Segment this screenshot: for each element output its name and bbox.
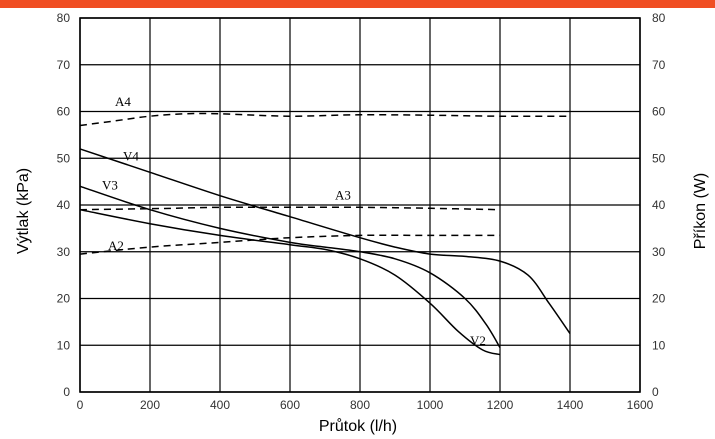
x-tick-label: 200 — [140, 398, 160, 412]
curve-v4 — [79, 148, 571, 335]
y2-tick-label: 20 — [652, 292, 666, 306]
curve-label-a3: A3 — [335, 187, 351, 202]
curve-a3 — [79, 206, 501, 211]
y2-axis-title: Příkon (W) — [692, 173, 709, 249]
y-tick-label: 60 — [57, 105, 71, 119]
curves — [79, 112, 571, 356]
x-axis-title: Průtok (l/h) — [319, 417, 397, 435]
x-tick-label: 0 — [77, 398, 84, 412]
x-tick-label: 800 — [350, 398, 370, 412]
y-tick-label: 10 — [57, 338, 71, 352]
y-tick-label: 70 — [57, 58, 71, 72]
y2-tick-label: 60 — [652, 105, 666, 119]
x-tick-label: 400 — [210, 398, 230, 412]
y-tick-label: 0 — [63, 385, 70, 399]
y-tick-label: 50 — [57, 151, 71, 165]
y2-tick-label: 70 — [652, 58, 666, 72]
y-tick-label: 20 — [57, 292, 71, 306]
y2-tick-label: 10 — [652, 338, 666, 352]
x-tick-label: 600 — [280, 398, 300, 412]
curve-v2 — [79, 208, 501, 356]
x-tick-label: 1000 — [417, 398, 444, 412]
curve-label-a4: A4 — [115, 94, 131, 109]
grid-lines — [79, 17, 641, 393]
y2-tick-label: 30 — [652, 245, 666, 259]
y2-tick-label: 80 — [652, 11, 666, 25]
curve-label-v2: V2 — [470, 333, 486, 348]
x-tick-label: 1600 — [627, 398, 654, 412]
x-tick-label: 1400 — [557, 398, 584, 412]
curve-label-a2: A2 — [108, 238, 124, 253]
curve-label-v3: V3 — [102, 177, 118, 192]
y2-tick-label: 40 — [652, 198, 666, 212]
curve-label-v4: V4 — [123, 148, 139, 163]
y2-tick-label: 50 — [652, 151, 666, 165]
x-tick-label: 1200 — [487, 398, 514, 412]
curve-a4 — [79, 112, 571, 127]
y-axis-title: Výtlak (kPa) — [15, 168, 32, 254]
plot-frame — [79, 17, 641, 393]
tick-labels: 0 200 400 600 800 1000 1200 1400 160001020304050… — [57, 11, 666, 412]
curve-v3 — [79, 185, 501, 348]
curve-labels: A4 V4 V3 A3 A2 V2 — [102, 94, 486, 348]
y-tick-label: 40 — [57, 198, 71, 212]
y-tick-label: 30 — [57, 245, 71, 259]
curve-a2 — [79, 234, 500, 255]
y-tick-label: 80 — [57, 11, 71, 25]
y2-tick-label: 0 — [652, 385, 659, 399]
accent-bar — [0, 0, 715, 8]
